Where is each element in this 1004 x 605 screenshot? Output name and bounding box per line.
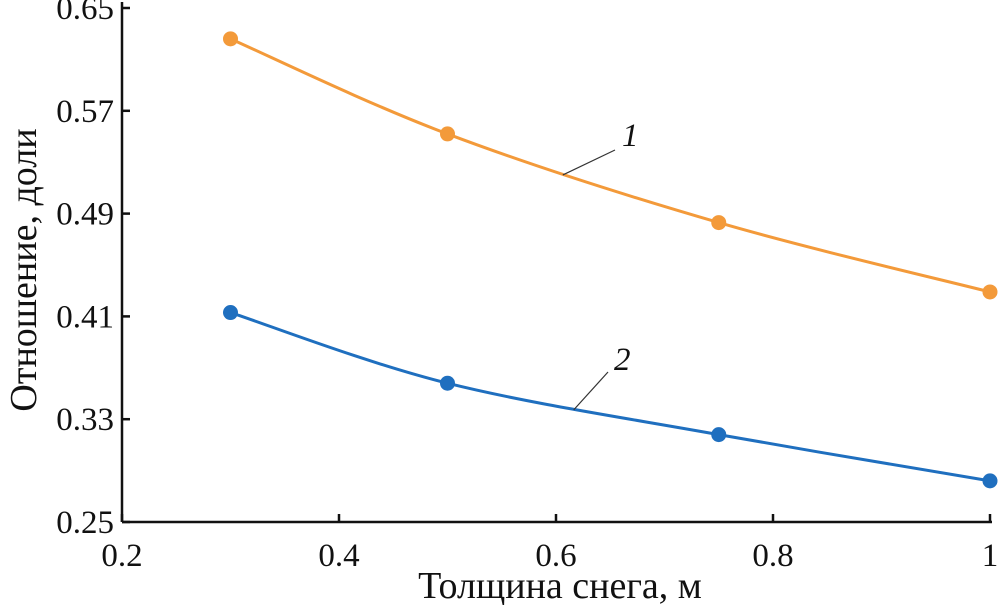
x-tick-label: 0.8	[752, 538, 793, 574]
series-1-leader	[562, 149, 616, 176]
x-tick-label: 0.4	[318, 538, 359, 574]
series-2-line	[230, 311, 991, 483]
y-tick-label: 0.41	[56, 299, 114, 335]
series-2-point	[440, 375, 455, 391]
x-tick-label: 1	[982, 538, 999, 574]
series-1-point	[440, 126, 455, 142]
series-1-point	[711, 215, 727, 231]
series-1-line	[229, 37, 991, 294]
y-tick-label: 0.33	[56, 402, 114, 438]
series-2-point	[982, 473, 998, 489]
series-points	[223, 31, 998, 489]
y-axis-title: Отношение, доли	[3, 128, 45, 411]
series-2-point	[711, 427, 727, 443]
x-axis-title: Толщина снега, м	[418, 565, 702, 605]
series-1-point	[223, 31, 238, 47]
series-2-leader	[573, 371, 609, 411]
axes	[120, 2, 992, 524]
x-tick-label: 0.6	[535, 538, 576, 574]
y-tick-label: 0.25	[56, 505, 114, 541]
series-labels: 12	[562, 118, 639, 411]
x-tick-label: 0.2	[101, 538, 142, 574]
series-2-point	[223, 305, 238, 321]
tick-labels: 0.25 0.33 0.41 0.49 0.57 0.65 0.2 0.4 0.6 0.8 1	[56, 0, 998, 574]
series-2-label: 2	[614, 342, 631, 378]
series-1-label: 1	[622, 118, 639, 154]
y-tick-label: 0.49	[56, 197, 114, 233]
y-tick-label: 0.57	[56, 94, 114, 130]
series-lines	[229, 37, 991, 483]
tick-marks	[120, 6, 992, 524]
series-1-point	[982, 284, 998, 300]
y-tick-label: 0.65	[56, 0, 114, 27]
